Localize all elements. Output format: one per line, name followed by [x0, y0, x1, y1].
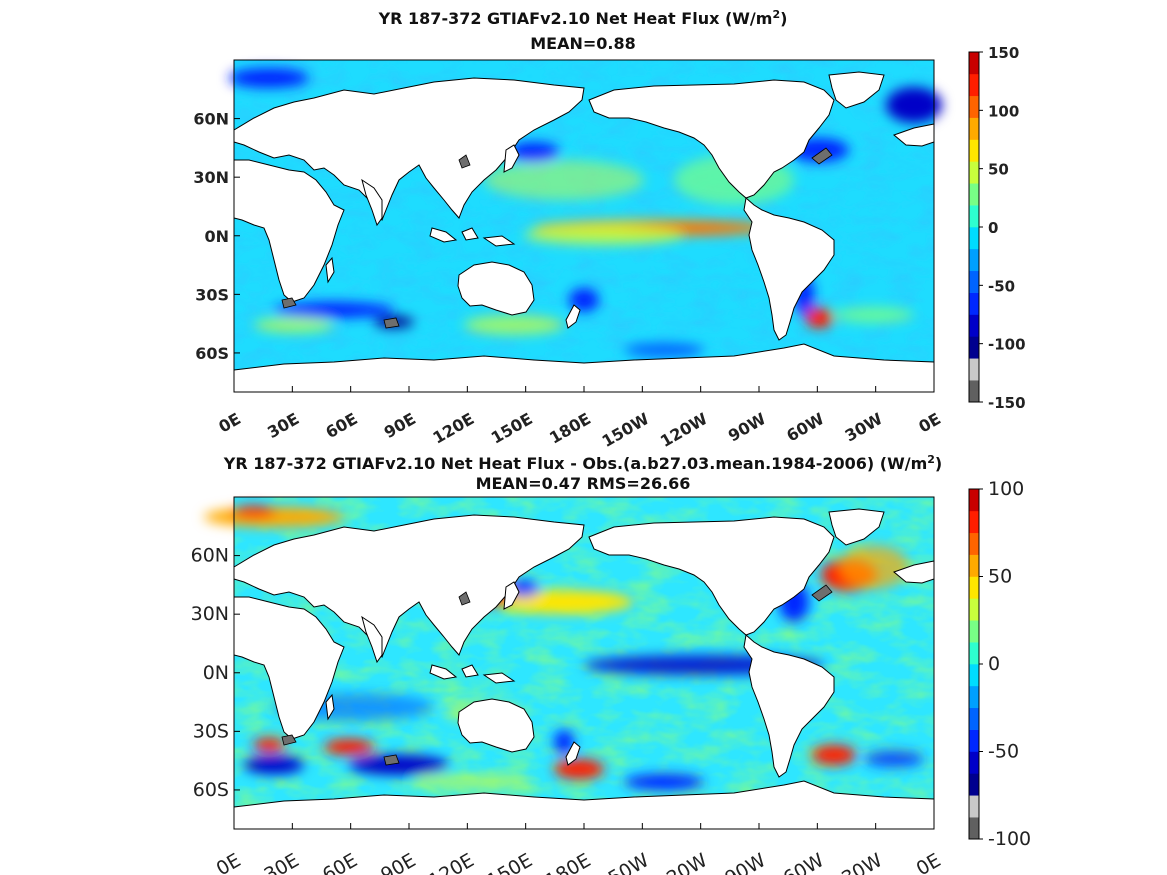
colorbar-tick-label: 150 [988, 44, 1019, 62]
colorbar-segment [969, 620, 979, 643]
colorbar-segment [969, 270, 979, 293]
x-tick-label: 150W [594, 849, 653, 875]
map-top [229, 59, 942, 393]
colorbar-segment [969, 489, 979, 512]
x-tick-label: 0E [913, 849, 945, 875]
x-tick-labels-bottom: 0E 30E 60E 90E 120E 150E 180E 150W 120W 90W 60W 30W… [213, 823, 945, 875]
x-tick-label: 120E [425, 849, 478, 875]
colorbar-segment [969, 117, 979, 140]
x-tick-label: 120E [429, 409, 477, 448]
x-tick-label: 30W [842, 409, 886, 446]
x-tick-label: 150E [488, 409, 536, 448]
colorbar-segment [969, 685, 979, 709]
colorbar-tick-label: -50 [988, 741, 1019, 763]
colorbar-segment [969, 532, 979, 555]
y-tick-label: 0N [204, 227, 229, 246]
x-tick-label: 60E [322, 409, 360, 442]
colorbar-tick-label: -100 [988, 336, 1026, 354]
y-tick-label: 30N [193, 168, 229, 187]
x-tick-label: 90W [725, 409, 769, 446]
colorbar-segment [969, 336, 979, 359]
x-tick-label: 30E [264, 409, 302, 442]
colorbar-tick-label: 0 [988, 653, 1000, 675]
y-tick-label: 0N [203, 662, 229, 684]
colorbar-segment [969, 707, 979, 730]
y-tick-label: 30S [193, 720, 229, 742]
y-tick-label: 60N [191, 545, 229, 567]
colorbar-segment [969, 95, 979, 118]
colorbar-segment [969, 664, 979, 687]
x-tick-label: 90W [721, 849, 769, 875]
x-tick-label: 60W [783, 409, 827, 446]
chart-subtitle-top: MEAN=0.88 [530, 34, 636, 53]
colorbar-segment [969, 73, 979, 97]
panel-top: YR 187-372 GTIAFv2.10 Net Heat Flux (W/m… [193, 8, 1025, 451]
colorbar-tick-label: 50 [988, 161, 1009, 179]
colorbar-tick-label: -100 [988, 828, 1031, 850]
colorbar-segment [969, 817, 979, 840]
colorbar-ticks-top: 150 100 50 0 -50 -100 -150 [979, 44, 1026, 412]
colorbar-segment [969, 642, 979, 665]
colorbar-segment [969, 314, 979, 337]
y-tick-label: 60S [193, 779, 229, 801]
map-bottom [204, 496, 935, 830]
colorbar-segment [969, 576, 979, 599]
colorbar-tick-label: -50 [988, 277, 1015, 295]
colorbar-ticks-bottom: 100 50 0 -50 -100 [979, 478, 1031, 850]
colorbar-segment [969, 773, 979, 796]
y-tick-labels-top: 60N 30N 0N 30S 60S [193, 110, 240, 363]
x-tick-label: 180E [542, 849, 595, 875]
colorbar-tick-label: -150 [988, 394, 1026, 412]
x-tick-label: 120W [657, 409, 711, 451]
y-tick-labels-bottom: 60N 30N 0N 30S 60S [191, 545, 240, 801]
x-tick-label: 0E [915, 409, 944, 436]
colorbar-segment [969, 205, 979, 228]
colorbar-segment [969, 183, 979, 206]
x-tick-label: 30W [838, 849, 886, 875]
colorbar-segment [969, 510, 979, 534]
colorbar-segment [969, 598, 979, 621]
x-tick-label: 180E [546, 409, 594, 448]
x-tick-label: 150W [599, 409, 653, 451]
chart-title-top: YR 187-372 GTIAFv2.10 Net Heat Flux (W/m… [378, 8, 788, 28]
y-tick-label: 30S [195, 285, 229, 304]
colorbar-segment [969, 751, 979, 774]
colorbar-segment [969, 52, 979, 75]
y-tick-label: 60S [195, 344, 229, 363]
colorbar-segment [969, 358, 979, 381]
x-tick-label: 0E [215, 409, 244, 436]
chart-subtitle-bottom: MEAN=0.47 RMS=26.66 [476, 474, 691, 493]
colorbar-segment [969, 554, 979, 577]
colorbar-tick-label: 0 [988, 219, 998, 237]
colorbar-segment [969, 248, 979, 272]
x-tick-label: 0E [213, 849, 245, 875]
colorbar-tick-label: 50 [988, 566, 1012, 588]
x-tick-labels-top: 0E 30E 60E 90E 120E 150E 180E 150W 120W 90W 60W 30W… [215, 386, 944, 451]
colorbar-segment [969, 139, 979, 162]
colorbar-segment [969, 380, 979, 403]
x-tick-label: 60E [319, 849, 361, 875]
colorbar-segment [969, 292, 979, 315]
chart-title-bottom: YR 187-372 GTIAFv2.10 Net Heat Flux - Ob… [223, 453, 942, 473]
colorbar-segment [969, 729, 979, 752]
colorbar-bottom [968, 488, 980, 840]
x-tick-label: 30E [260, 849, 302, 875]
colorbar-segment [969, 161, 979, 184]
colorbar-tick-label: 100 [988, 478, 1024, 500]
colorbar-tick-label: 100 [988, 102, 1019, 120]
colorbar-segment [969, 795, 979, 818]
colorbar-top [968, 51, 980, 403]
y-tick-label: 30N [191, 603, 229, 625]
x-tick-label: 60W [780, 849, 828, 875]
y-tick-label: 60N [193, 110, 229, 129]
x-tick-label: 150E [483, 849, 536, 875]
colorbar-segment [969, 227, 979, 250]
x-tick-label: 90E [377, 849, 419, 875]
x-tick-label: 90E [381, 409, 419, 442]
x-tick-label: 120W [652, 849, 711, 875]
panel-bottom: YR 187-372 GTIAFv2.10 Net Heat Flux - Ob… [191, 453, 1032, 875]
